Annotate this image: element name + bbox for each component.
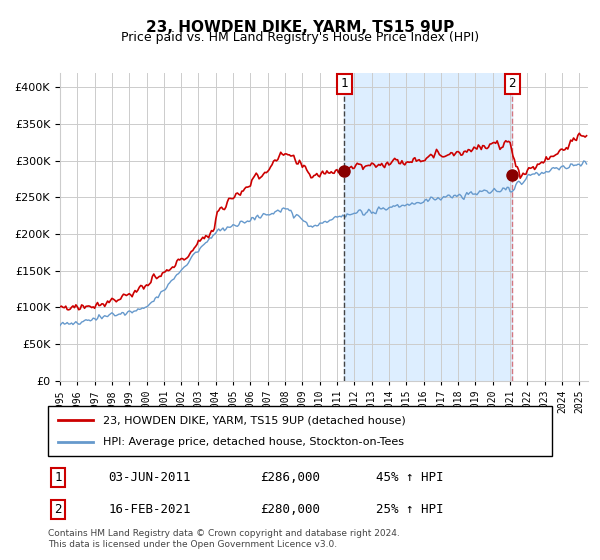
Text: 23, HOWDEN DIKE, YARM, TS15 9UP (detached house): 23, HOWDEN DIKE, YARM, TS15 9UP (detache… [103, 415, 406, 425]
Text: Contains HM Land Registry data © Crown copyright and database right 2024.
This d: Contains HM Land Registry data © Crown c… [48, 529, 400, 549]
Text: 2: 2 [55, 503, 62, 516]
Text: 23, HOWDEN DIKE, YARM, TS15 9UP: 23, HOWDEN DIKE, YARM, TS15 9UP [146, 20, 454, 35]
Text: HPI: Average price, detached house, Stockton-on-Tees: HPI: Average price, detached house, Stoc… [103, 437, 404, 447]
Text: 25% ↑ HPI: 25% ↑ HPI [376, 503, 443, 516]
Text: 16-FEB-2021: 16-FEB-2021 [109, 503, 191, 516]
Text: Price paid vs. HM Land Registry's House Price Index (HPI): Price paid vs. HM Land Registry's House … [121, 31, 479, 44]
FancyBboxPatch shape [48, 406, 552, 456]
Text: £280,000: £280,000 [260, 503, 320, 516]
Bar [344, 73, 512, 381]
Text: £286,000: £286,000 [260, 471, 320, 484]
Text: 45% ↑ HPI: 45% ↑ HPI [376, 471, 443, 484]
Text: 1: 1 [341, 77, 348, 90]
Text: 2: 2 [508, 77, 516, 90]
Text: 03-JUN-2011: 03-JUN-2011 [109, 471, 191, 484]
Text: 1: 1 [55, 471, 62, 484]
